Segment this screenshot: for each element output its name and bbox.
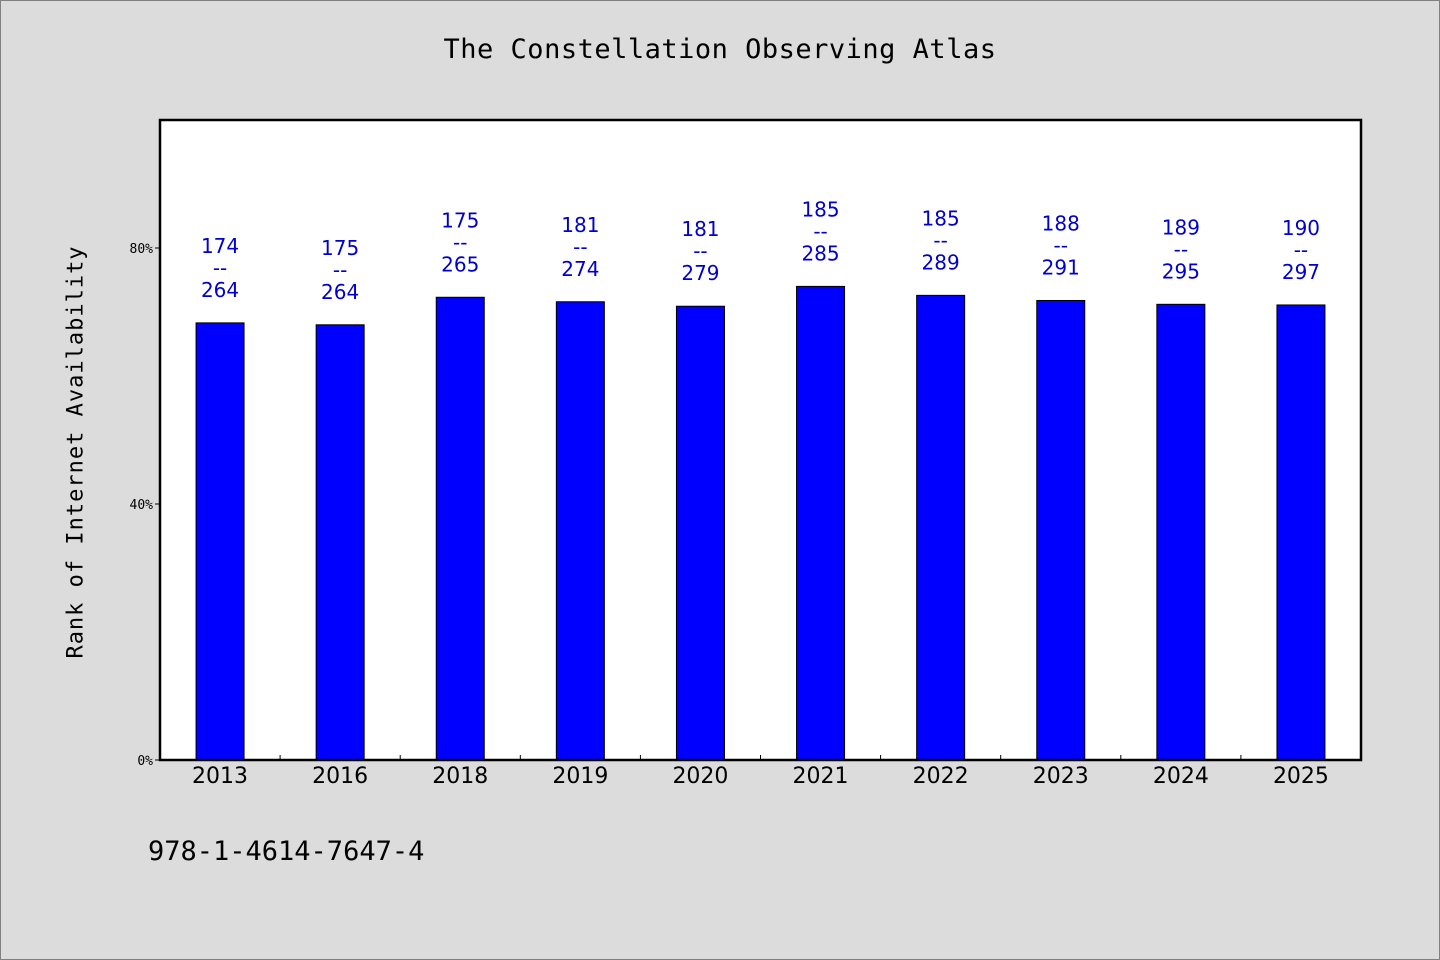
x-tick-label-2023: 2023	[1033, 764, 1089, 789]
x-tick-label-2022: 2022	[913, 764, 969, 789]
data-label-2018-line-1: 175	[441, 208, 479, 232]
data-label-2024-line-3: 295	[1162, 259, 1200, 283]
bar-2023	[1036, 299, 1086, 761]
isbn-text: 978-1-4614-7647-4	[148, 836, 425, 867]
data-label-2023-line-1: 188	[1042, 211, 1080, 235]
data-label-2021-line-2: --	[813, 219, 827, 243]
x-tick-label-2021: 2021	[793, 764, 849, 789]
data-label-2022-line-1: 185	[922, 206, 960, 230]
data-label-2016-line-2: --	[333, 258, 347, 282]
y-tick-label-80pct: 80%	[130, 242, 154, 257]
data-label-2016-line-1: 175	[321, 236, 359, 260]
data-label-2025-line-2: --	[1294, 238, 1308, 262]
bar-2022	[916, 294, 966, 761]
data-label-2020-line-2: --	[693, 239, 707, 263]
data-label-2020-line-1: 181	[681, 217, 719, 241]
data-label-2013-line-1: 174	[201, 234, 239, 258]
bar-2018	[435, 296, 485, 761]
x-tick-label-2018: 2018	[432, 764, 488, 789]
data-label-2023-line-2: --	[1054, 233, 1068, 257]
bar-2020	[675, 305, 725, 761]
data-label-2022-line-2: --	[933, 228, 947, 252]
data-label-2013-line-2: --	[213, 256, 227, 280]
data-label-2021-line-1: 185	[801, 197, 839, 221]
bar-2016	[315, 324, 365, 761]
data-label-2024-line-1: 189	[1162, 215, 1200, 239]
y-tick-label-40pct: 40%	[130, 498, 154, 513]
plot-border	[158, 118, 1363, 762]
x-tick-label-2025: 2025	[1273, 764, 1329, 789]
data-label-2021-line-3: 285	[801, 241, 839, 265]
x-tick-label-2020: 2020	[672, 764, 728, 789]
bar-2013	[195, 322, 245, 761]
data-label-2013-line-3: 264	[201, 278, 239, 302]
x-tick-label-2024: 2024	[1153, 764, 1209, 789]
x-tick-label-2019: 2019	[552, 764, 608, 789]
data-label-2018-line-3: 265	[441, 252, 479, 276]
y-tick-label-0pct: 0%	[137, 754, 153, 769]
bar-2024	[1156, 303, 1206, 761]
x-tick-label-2016: 2016	[312, 764, 368, 789]
data-label-2019-line-2: --	[573, 235, 587, 259]
bar-2025	[1276, 304, 1326, 761]
data-label-2023-line-3: 291	[1042, 255, 1080, 279]
data-label-2020-line-3: 279	[681, 261, 719, 285]
bar-2021	[796, 285, 846, 761]
data-label-2019-line-1: 181	[561, 213, 599, 237]
data-label-2016-line-3: 264	[321, 280, 359, 304]
chart-title: The Constellation Observing Atlas	[443, 34, 997, 65]
data-label-2024-line-2: --	[1174, 237, 1188, 261]
x-tick-label-2013: 2013	[192, 764, 248, 789]
data-label-2025-line-3: 297	[1282, 260, 1320, 284]
bar-2019	[555, 301, 605, 761]
data-label-2022-line-3: 289	[922, 250, 960, 274]
data-label-2019-line-3: 274	[561, 257, 599, 281]
data-label-2025-line-1: 190	[1282, 216, 1320, 240]
data-label-2018-line-2: --	[453, 230, 467, 254]
